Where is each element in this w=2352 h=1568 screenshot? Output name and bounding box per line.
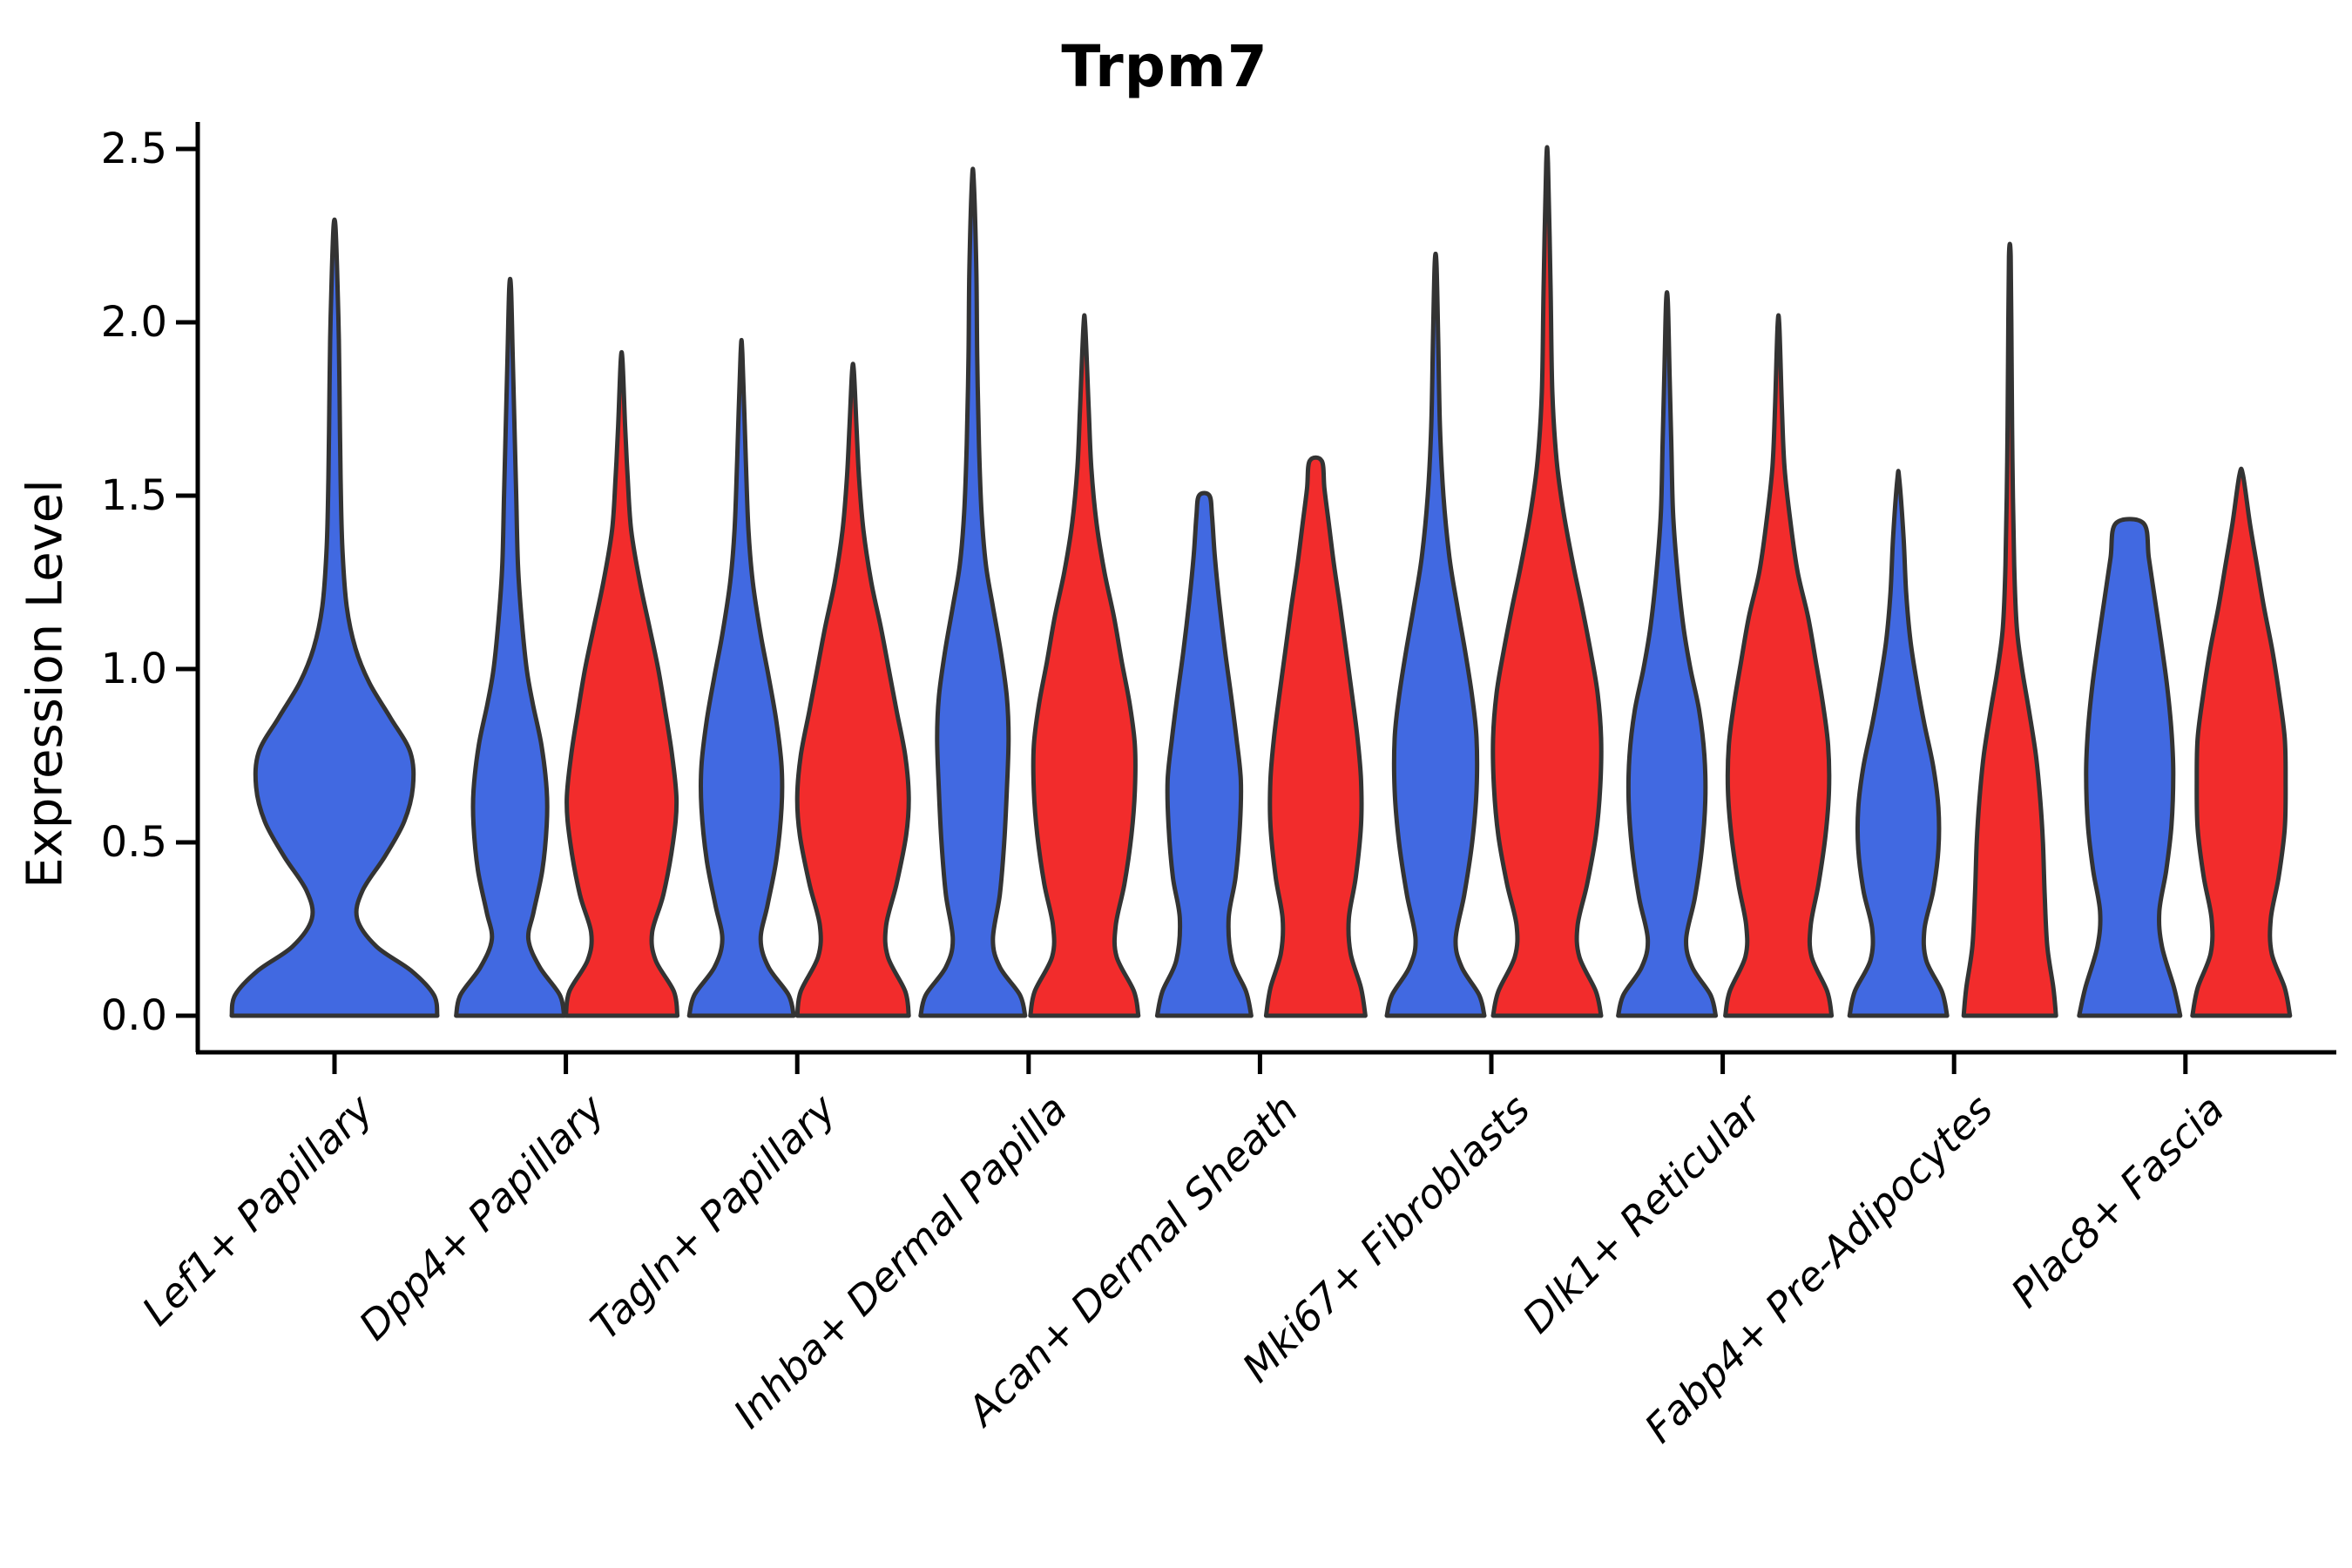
violin-fabp4-pre-adipocytes-blue <box>1847 469 1950 1018</box>
violin-dpp4-papillary-red <box>564 349 680 1018</box>
y-tick-label: 1.5 <box>100 471 167 520</box>
violin-acan-dermal-sheath-red <box>1263 455 1368 1018</box>
y-tick-label: 2.0 <box>100 298 167 347</box>
violin-tagln-papillary-red <box>794 362 911 1018</box>
violin-mki67-fibroblasts-blue <box>1384 251 1487 1018</box>
violin-inhba-dermal-papilla-red <box>1028 313 1141 1018</box>
violin-inhba-dermal-papilla-blue <box>918 166 1028 1018</box>
violin-tagln-papillary-blue <box>686 337 796 1018</box>
violin-lef1-papillary-blue <box>229 217 440 1018</box>
violin-mki67-fibroblasts-red <box>1490 145 1604 1018</box>
violin-plac8-fascia-red <box>2190 466 2293 1018</box>
y-tick-label: 2.5 <box>100 125 167 173</box>
violin-dlk1-reticular-red <box>1723 313 1835 1018</box>
y-tick-label: 0.5 <box>100 818 167 867</box>
violin-dpp4-papillary-blue <box>454 276 567 1018</box>
violin-fabp4-pre-adipocytes-red <box>1961 241 2058 1018</box>
y-tick-label: 0.0 <box>100 991 167 1040</box>
violin-acan-dermal-sheath-blue <box>1154 490 1254 1018</box>
violin-plac8-fascia-blue <box>2077 517 2183 1018</box>
violin-dlk1-reticular-blue <box>1616 290 1719 1018</box>
y-tick-label: 1.0 <box>100 645 167 693</box>
chart-title: Trpm7 <box>1061 33 1268 100</box>
